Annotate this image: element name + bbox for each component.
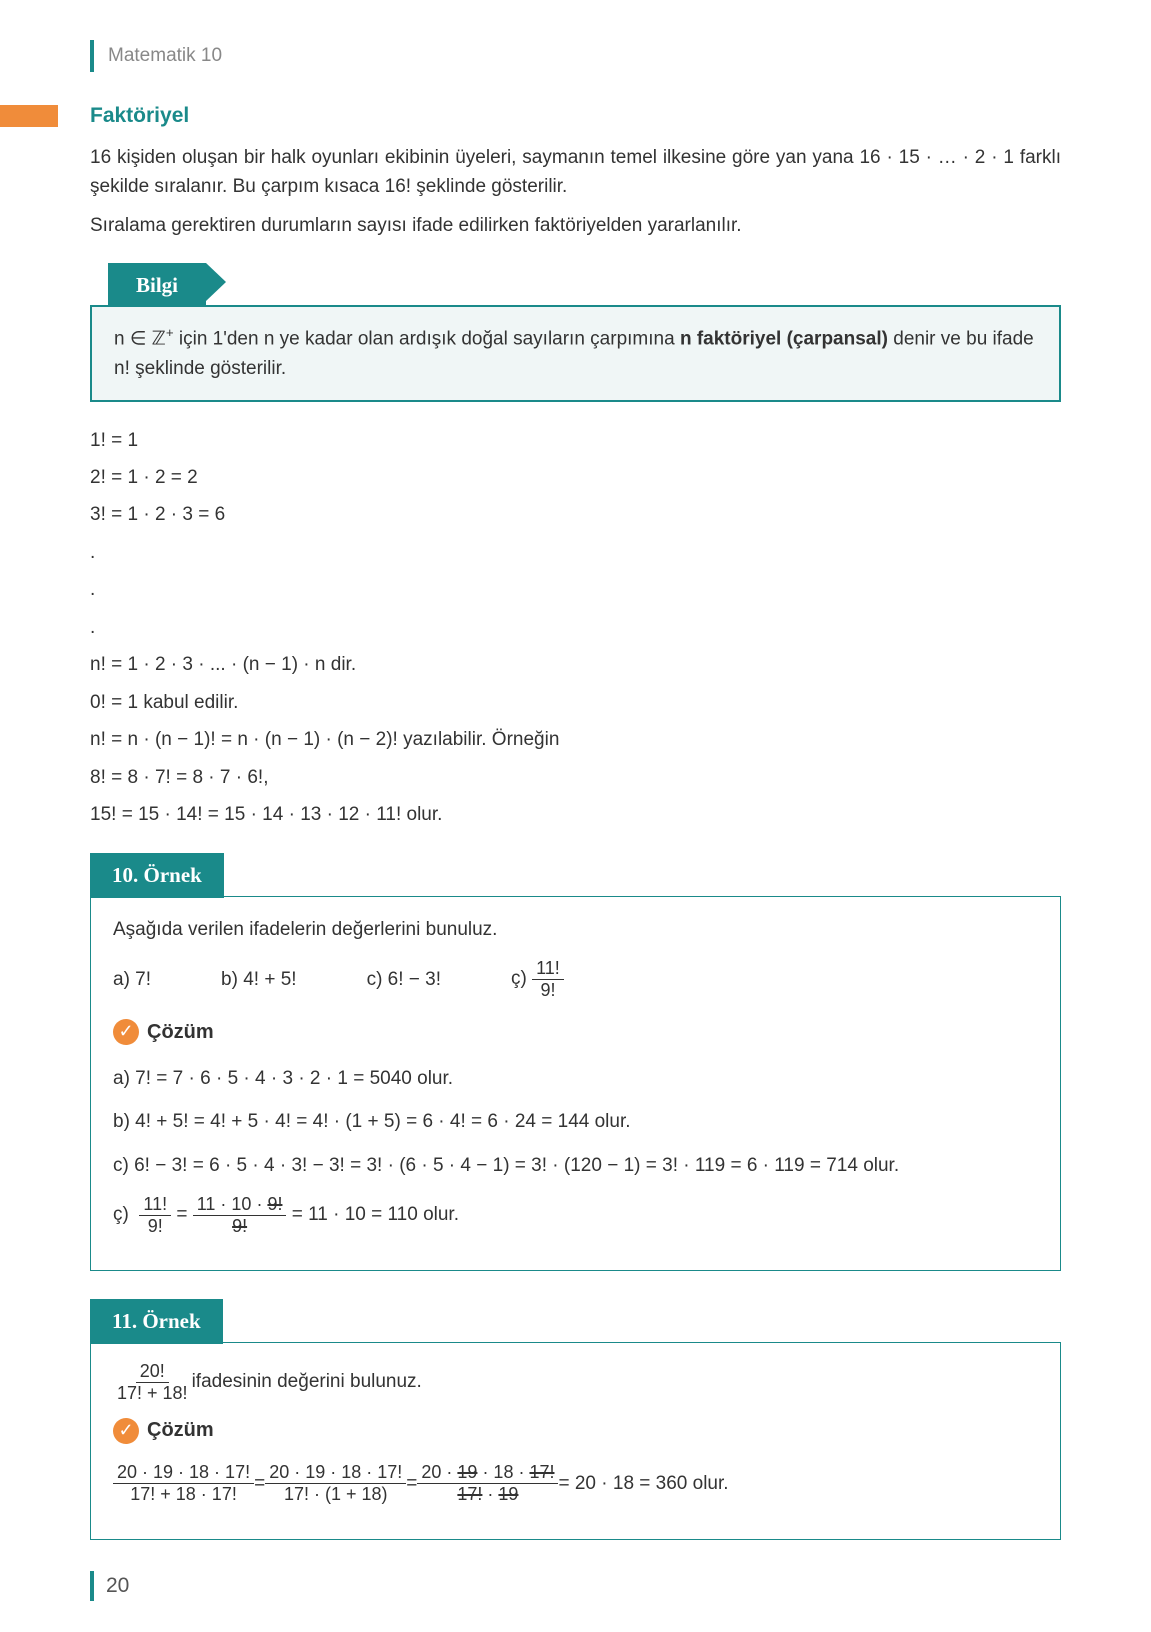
bilgi-bold: n faktöriyel (çarpansal) [680, 329, 888, 350]
q11-den: 17! + 18! [113, 1383, 192, 1404]
s11-f3d-s2: 19 [498, 1484, 518, 1504]
sol-c2-tail: = 11 · 10 = 110 olur. [292, 1204, 459, 1225]
intro-paragraph-1: 16 kişiden oluşan bir halk oyunları ekib… [90, 143, 1061, 202]
sol-b: b) 4! + 5! = 4! + 5 · 4! = 4! · (1 + 5) … [113, 1107, 1038, 1136]
bilgi-text-mid: için 1'den n ye kadar olan ardışık doğal… [174, 329, 680, 350]
sol-c2: ç) 11! 9! = 11 · 10 · 9! 9! = 11 · 10 = … [113, 1194, 1038, 1236]
opt-c: c) 6! − 3! [367, 965, 441, 994]
opt-c2-prefix: ç) [511, 969, 527, 990]
opt-b: b) 4! + 5! [221, 965, 297, 994]
sol-c2-f1n: 11! [139, 1194, 171, 1216]
ornek-11-question: 20! 17! + 18! ifadesinin değerini bulunu… [113, 1361, 1038, 1403]
bilgi-tab: Bilgi [108, 263, 206, 308]
s11-f2: 20 · 19 · 18 · 17! 17! · (1 + 18) [265, 1462, 406, 1504]
factorial-definitions: 1! = 1 2! = 1 · 2 = 2 3! = 1 · 2 · 3 = 6… [90, 426, 1061, 830]
q11-frac: 20! 17! + 18! [113, 1361, 192, 1403]
s11-f2d: 17! · (1 + 18) [280, 1484, 392, 1505]
page-footer: 20 [90, 1570, 1061, 1603]
s11-f3n-a: 20 · [421, 1462, 457, 1482]
s11-f3n-b: · 18 · [477, 1462, 529, 1482]
orange-accent-bar [0, 105, 58, 127]
opt-a: a) 7! [113, 965, 151, 994]
fact-dot-1: . [90, 538, 1061, 567]
fact-line-2: 2! = 1 · 2 = 2 [90, 463, 1061, 492]
fact-line-n: n! = 1 · 2 · 3 · ... · (n − 1) · n dir. [90, 650, 1061, 679]
s11-f1n: 20 · 19 · 18 · 17! [113, 1462, 254, 1484]
ornek-11-container: 11. Örnek 20! 17! + 18! ifadesinin değer… [90, 1299, 1061, 1539]
sol-a: a) 7! = 7 · 6 · 5 · 4 · 3 · 2 · 1 = 5040… [113, 1064, 1038, 1093]
s11-f3n: 20 · 19 · 18 · 17! [417, 1462, 558, 1484]
ornek-10-question: Aşağıda verilen ifadelerin değerlerini b… [113, 915, 1038, 944]
sol-c2-f2d: 9! [228, 1216, 251, 1237]
sol-c2-frac2: 11 · 10 · 9! 9! [193, 1194, 287, 1236]
sol-c2-f2n-a: 11 · 10 · [197, 1194, 268, 1214]
s11-f3: 20 · 19 · 18 · 17! 17! · 19 [417, 1462, 558, 1504]
q11-tail: ifadesinin değerini bulunuz. [192, 1367, 422, 1396]
sol-c2-f2d-s: 9! [232, 1216, 247, 1236]
fact-line-8: 8! = 8 · 7! = 8 · 7 · 6!, [90, 763, 1061, 792]
s11-f3d-a: · [482, 1484, 498, 1504]
ornek-10-box: Aşağıda verilen ifadelerin değerlerini b… [90, 896, 1061, 1272]
ornek-10-tab: 10. Örnek [90, 853, 224, 898]
s11-tail: = 20 · 18 = 360 olur. [558, 1469, 728, 1498]
fact-line-1: 1! = 1 [90, 426, 1061, 455]
s11-f1: 20 · 19 · 18 · 17! 17! + 18 · 17! [113, 1462, 254, 1504]
sol-11: 20 · 19 · 18 · 17! 17! + 18 · 17! = 20 ·… [113, 1462, 1038, 1504]
section-title-row: Faktöriyel [90, 100, 1061, 133]
subject-label: Matematik 10 [108, 41, 222, 70]
s11-f3d: 17! · 19 [453, 1484, 522, 1505]
sol-c2-prefix: ç) [113, 1204, 129, 1225]
opt-c2-frac: 11! 9! [532, 958, 564, 1000]
s11-f3n-s1: 19 [457, 1462, 477, 1482]
sol-c2-f2n-s: 9! [267, 1194, 282, 1214]
s11-eq1: = [254, 1469, 265, 1498]
page-number: 20 [106, 1570, 129, 1603]
footer-accent-bar [90, 1571, 94, 1601]
check-icon: ✓ [113, 1418, 139, 1444]
fact-line-15: 15! = 15 · 14! = 15 · 14 · 13 · 12 · 11!… [90, 800, 1061, 829]
header-accent-bar [90, 40, 94, 72]
plus-superscript: + [166, 325, 174, 340]
check-icon: ✓ [113, 1019, 139, 1045]
ornek-11-tab: 11. Örnek [90, 1299, 223, 1344]
sol-c2-eq1: = [176, 1204, 192, 1225]
cozum-label-10: Çözüm [147, 1017, 214, 1048]
opt-c2-num: 11! [532, 958, 564, 980]
sol-c: c) 6! − 3! = 6 · 5 · 4 · 3! − 3! = 3! · … [113, 1151, 1038, 1180]
bilgi-box: n ∈ ℤ+ için 1'den n ye kadar olan ardışı… [90, 305, 1061, 401]
bilgi-container: Bilgi n ∈ ℤ+ için 1'den n ye kadar olan … [90, 263, 1061, 402]
s11-f1d: 17! + 18 · 17! [126, 1484, 241, 1505]
ornek-10-container: 10. Örnek Aşağıda verilen ifadelerin değ… [90, 853, 1061, 1271]
intro-paragraph-2: Sıralama gerektiren durumların sayısı if… [90, 211, 1061, 240]
fact-line-0: 0! = 1 kabul edilir. [90, 688, 1061, 717]
sol-c2-frac1: 11! 9! [139, 1194, 171, 1236]
s11-f2n: 20 · 19 · 18 · 17! [265, 1462, 406, 1484]
fact-line-3: 3! = 1 · 2 · 3 = 6 [90, 500, 1061, 529]
s11-f3d-s1: 17! [457, 1484, 482, 1504]
opt-c2: ç) 11! 9! [511, 958, 564, 1000]
fact-dot-3: . [90, 613, 1061, 642]
sol-c2-f1d: 9! [144, 1216, 167, 1237]
sol-c2-f2n: 11 · 10 · 9! [193, 1194, 287, 1216]
ornek-11-box: 20! 17! + 18! ifadesinin değerini bulunu… [90, 1342, 1061, 1540]
cozum-label-11: Çözüm [147, 1415, 214, 1446]
q11-num: 20! [136, 1361, 169, 1383]
cozum-row-11: ✓ Çözüm [113, 1415, 1038, 1446]
section-title: Faktöriyel [90, 100, 189, 133]
bilgi-text-prefix: n ∈ ℤ [114, 329, 166, 350]
ornek-10-options: a) 7! b) 4! + 5! c) 6! − 3! ç) 11! 9! [113, 958, 1038, 1000]
page-header: Matematik 10 [90, 40, 1061, 72]
fact-line-rec: n! = n · (n − 1)! = n · (n − 1) · (n − 2… [90, 725, 1061, 754]
cozum-row-10: ✓ Çözüm [113, 1017, 1038, 1048]
fact-dot-2: . [90, 575, 1061, 604]
s11-eq2: = [406, 1469, 417, 1498]
opt-c2-den: 9! [536, 980, 559, 1001]
s11-f3n-s2: 17! [529, 1462, 554, 1482]
